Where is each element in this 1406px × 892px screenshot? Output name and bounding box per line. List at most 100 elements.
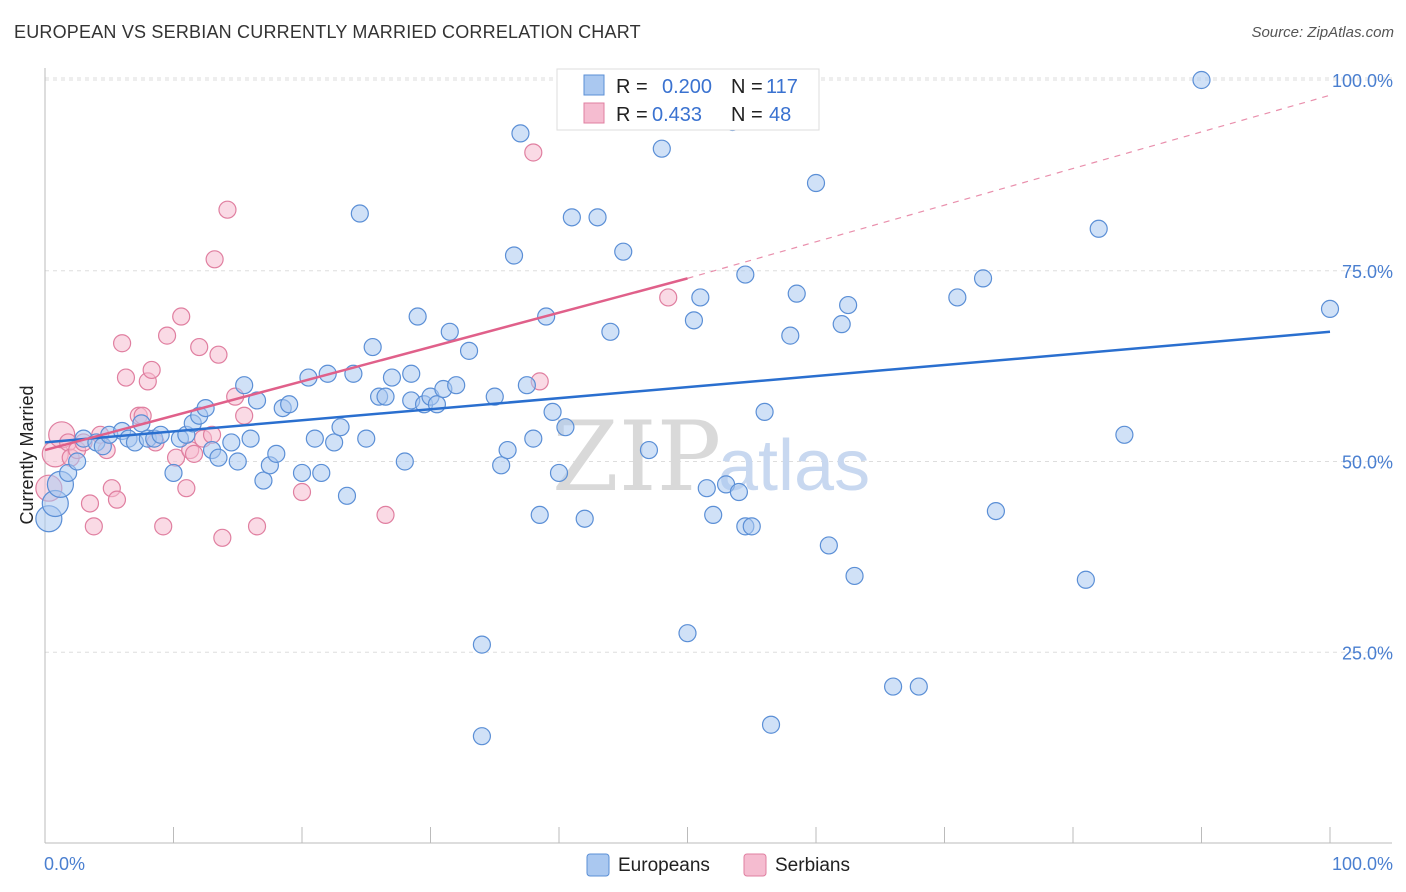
europeans-point (678, 624, 697, 643)
europeans-point (1320, 299, 1340, 318)
europeans-point (839, 295, 858, 315)
serbians-trend-line (44, 277, 688, 452)
legend-box: R = 0.200 N = 117 R = 0.433 N = 48 (556, 68, 820, 131)
europeans-point (241, 429, 260, 448)
europeans-point (312, 463, 331, 483)
europeans-point (845, 566, 864, 586)
europeans-point (222, 433, 241, 452)
europeans-point (543, 402, 562, 422)
europeans-point (209, 448, 228, 467)
europeans-point (305, 429, 324, 448)
europeans-point (736, 265, 755, 284)
serbians-point (154, 517, 173, 536)
serbians-point (80, 494, 100, 513)
y-tick-label-25: 25.0% (1342, 643, 1393, 663)
legend-swatch-serbians (583, 102, 605, 124)
europeans-point (68, 452, 87, 471)
trend-lines (44, 94, 1331, 452)
europeans-point (228, 452, 247, 471)
europeans-point (588, 208, 607, 227)
europeans-point (819, 536, 838, 555)
europeans-point (517, 376, 536, 395)
serbians-point (218, 200, 237, 219)
europeans-point (729, 482, 749, 502)
europeans-point (549, 463, 569, 483)
europeans-point (280, 395, 299, 414)
europeans-point (350, 204, 369, 223)
serbians-point (213, 528, 232, 547)
chart-title: EUROPEAN VS SERBIAN CURRENTLY MARRIED CO… (14, 22, 641, 42)
europeans-point (472, 727, 491, 746)
europeans-point (704, 505, 723, 525)
legend-n-value-1: 117 (766, 76, 798, 98)
bottom-legend: Europeans Serbians (586, 853, 850, 877)
europeans-point (787, 284, 806, 303)
europeans-point (402, 364, 421, 383)
europeans-point (691, 288, 710, 307)
europeans-point (357, 429, 376, 448)
europeans-point (1089, 219, 1108, 238)
legend-n-value-2: 48 (769, 104, 791, 126)
europeans-point (331, 418, 350, 437)
europeans-point (472, 635, 491, 654)
legend-n-label-1: N = (731, 76, 763, 98)
serbians-point (209, 345, 228, 364)
europeans-point (395, 452, 414, 471)
europeans-point (440, 322, 459, 341)
serbians-point (190, 337, 209, 357)
legend-n-label-2: N = (731, 104, 763, 126)
x-tick-label-min: 0.0% (44, 854, 85, 874)
serbians-point (142, 360, 161, 380)
europeans-point (164, 463, 183, 483)
y-axis-label: Currently Married (17, 385, 37, 524)
europeans-point (363, 337, 382, 357)
serbians-point (292, 482, 312, 502)
europeans-point (601, 322, 620, 341)
serbians-point (247, 517, 267, 536)
europeans-point (948, 288, 967, 307)
europeans-point (742, 517, 761, 536)
serbians-point (116, 368, 136, 387)
europeans-point (781, 326, 800, 345)
serbians-point (107, 490, 127, 509)
europeans-point (382, 368, 402, 387)
europeans-point (575, 509, 594, 528)
europeans-point (986, 501, 1006, 521)
europeans-point (1192, 70, 1211, 90)
serbians-point (112, 334, 132, 353)
bottom-legend-swatch-europeans (586, 853, 610, 877)
serbians-point (177, 479, 196, 498)
europeans-point (755, 402, 774, 422)
europeans-points (35, 70, 1340, 746)
serbians-point (184, 444, 204, 463)
europeans-point (492, 456, 511, 475)
legend-r-value-2: 0.433 (652, 104, 702, 126)
europeans-point (1076, 570, 1095, 589)
serbians-point (524, 143, 543, 162)
legend-swatch-europeans (583, 74, 605, 96)
europeans-point (697, 479, 716, 498)
europeans-point (556, 418, 575, 437)
europeans-point (337, 486, 357, 505)
serbians-point (659, 288, 678, 307)
serbians-point (157, 326, 177, 345)
europeans-point (267, 444, 286, 463)
y-tick-labels: 100.0% 75.0% 50.0% 25.0% (1332, 71, 1393, 663)
europeans-point (376, 387, 395, 406)
serbians-trend-extension (687, 94, 1331, 279)
europeans-point (447, 376, 466, 395)
serbians-point (235, 406, 254, 425)
bottom-legend-swatch-serbians (743, 853, 767, 877)
europeans-point (562, 208, 581, 227)
europeans-point (325, 433, 344, 452)
europeans-point (498, 440, 517, 460)
serbians-point (84, 517, 103, 536)
legend-r-label-1: R = (616, 76, 648, 98)
serbians-point (205, 250, 224, 269)
legend-r-label-2: R = (616, 104, 648, 126)
bottom-legend-serbians: Serbians (775, 855, 850, 876)
europeans-point (254, 471, 273, 490)
europeans-point (511, 124, 530, 143)
europeans-point (504, 246, 524, 265)
